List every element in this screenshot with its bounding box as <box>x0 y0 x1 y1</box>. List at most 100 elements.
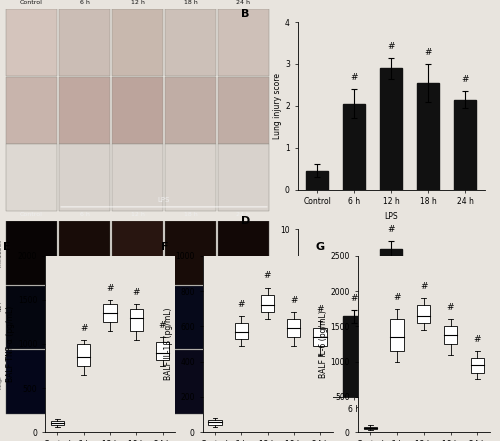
X-axis label: LPS: LPS <box>384 419 398 428</box>
Y-axis label: BALF TNF-α (pg/mL): BALF TNF-α (pg/mL) <box>6 306 15 382</box>
Bar <box>164 77 216 144</box>
Bar <box>6 145 58 211</box>
Bar <box>164 145 216 211</box>
Text: #: # <box>106 284 114 293</box>
Bar <box>470 358 484 373</box>
Bar <box>164 350 216 414</box>
Text: 6 h: 6 h <box>80 0 90 5</box>
Bar <box>112 145 164 211</box>
Bar <box>417 305 430 323</box>
Text: #: # <box>424 280 432 290</box>
Bar <box>417 83 440 190</box>
Text: 18 h: 18 h <box>184 212 198 217</box>
Text: #: # <box>316 305 324 314</box>
Text: #: # <box>462 274 469 283</box>
Text: 200 ×: 200 × <box>0 103 2 118</box>
Bar <box>130 309 143 331</box>
Bar <box>112 77 164 144</box>
Bar <box>164 9 216 76</box>
Bar <box>218 145 270 211</box>
Text: FITC-albumin: FITC-albumin <box>0 239 2 267</box>
Text: #: # <box>447 303 454 312</box>
Text: 100 ×: 100 × <box>0 35 2 50</box>
Text: Control: Control <box>20 212 43 217</box>
Bar <box>306 171 328 190</box>
Bar <box>218 350 270 414</box>
Text: G: G <box>315 242 324 252</box>
Y-axis label: BALF IL-6 (pg/mL): BALF IL-6 (pg/mL) <box>318 310 328 378</box>
Text: #: # <box>80 324 88 333</box>
Bar <box>454 295 476 397</box>
Bar <box>234 323 248 339</box>
Bar <box>6 9 58 76</box>
Text: #: # <box>159 321 166 330</box>
Text: #: # <box>238 300 245 309</box>
X-axis label: LPS: LPS <box>384 212 398 221</box>
Bar <box>218 77 270 144</box>
Text: B: B <box>241 9 250 19</box>
Text: D: D <box>241 216 250 226</box>
Bar <box>112 9 164 76</box>
Bar <box>58 145 110 211</box>
Text: #: # <box>132 288 140 297</box>
Bar <box>380 68 402 190</box>
Bar <box>218 9 270 76</box>
Text: 18 h: 18 h <box>184 0 198 5</box>
Text: #: # <box>350 73 358 82</box>
Bar <box>454 100 476 190</box>
Bar <box>343 317 365 397</box>
Bar <box>343 104 365 190</box>
Bar <box>156 342 169 360</box>
Bar <box>112 350 164 414</box>
Text: 200 ×: 200 × <box>0 170 2 185</box>
Text: 24 h: 24 h <box>236 0 250 5</box>
Bar <box>364 426 377 429</box>
Bar <box>417 301 440 397</box>
Text: #: # <box>264 272 271 280</box>
Text: 24 h: 24 h <box>236 212 250 217</box>
Bar <box>218 221 270 285</box>
Text: 6 h: 6 h <box>80 212 90 217</box>
Bar <box>104 304 117 322</box>
Bar <box>218 286 270 349</box>
Bar <box>58 77 110 144</box>
Bar <box>112 286 164 349</box>
Bar <box>58 286 110 349</box>
Bar <box>112 221 164 285</box>
Text: #: # <box>393 293 400 302</box>
Bar <box>314 328 326 346</box>
Y-axis label: FITC-albumin intensity
(fold change over control): FITC-albumin intensity (fold change over… <box>258 263 278 363</box>
Bar <box>208 420 222 425</box>
Bar <box>380 250 402 397</box>
Bar <box>6 77 58 144</box>
Bar <box>306 380 328 397</box>
Text: #: # <box>290 296 298 305</box>
Bar <box>6 286 58 349</box>
Bar <box>58 221 110 285</box>
Bar <box>58 9 110 76</box>
Bar <box>390 319 404 351</box>
Text: #: # <box>350 294 358 303</box>
Text: #: # <box>462 75 469 85</box>
Text: Merge: Merge <box>0 375 2 389</box>
Text: 12 h: 12 h <box>130 212 144 217</box>
Bar <box>6 221 58 285</box>
Bar <box>287 319 300 337</box>
Bar <box>51 421 64 425</box>
Text: #: # <box>474 335 481 344</box>
Y-axis label: BALF IL-1β (pg/mL): BALF IL-1β (pg/mL) <box>164 308 172 380</box>
Bar <box>58 350 110 414</box>
Bar <box>261 295 274 312</box>
Text: F: F <box>161 242 168 252</box>
Y-axis label: Lung injury score: Lung injury score <box>273 73 282 139</box>
Text: #: # <box>424 48 432 57</box>
Bar <box>164 221 216 285</box>
Text: E: E <box>4 242 11 252</box>
Text: #: # <box>388 42 395 51</box>
Bar <box>77 344 90 366</box>
Bar <box>6 350 58 414</box>
Text: #: # <box>420 282 428 291</box>
Bar <box>164 286 216 349</box>
Text: 12 h: 12 h <box>130 0 144 5</box>
Text: Alveolar 200 ×
DAPI: Alveolar 200 × DAPI <box>0 301 2 334</box>
